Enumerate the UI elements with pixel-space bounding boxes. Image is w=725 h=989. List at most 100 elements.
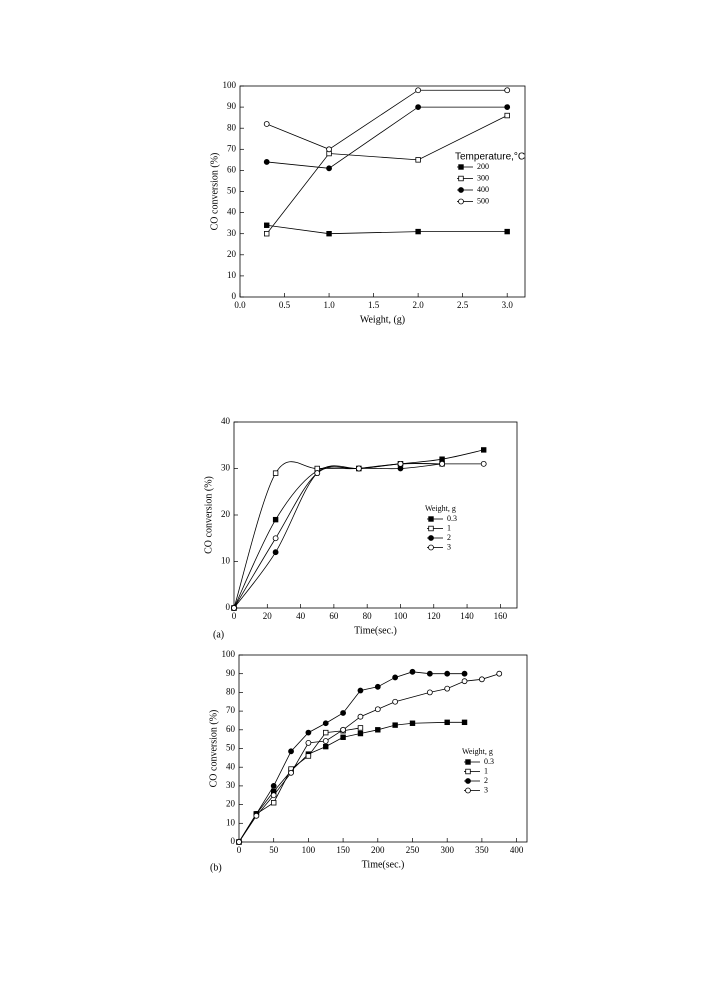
- marker: [340, 710, 346, 716]
- marker: [355, 465, 362, 472]
- y-tick-label: 80: [226, 686, 236, 696]
- series-line: [233, 461, 443, 609]
- marker: [263, 159, 270, 165]
- marker: [326, 230, 332, 237]
- marker: [415, 87, 422, 94]
- y-tick-label: 70: [226, 705, 236, 715]
- marker: [428, 516, 434, 522]
- marker: [270, 800, 277, 806]
- x-tick-label: 2.0: [413, 300, 425, 310]
- marker: [264, 222, 270, 228]
- marker: [357, 730, 364, 737]
- marker: [340, 734, 346, 740]
- marker: [465, 768, 471, 775]
- marker: [357, 725, 364, 731]
- y-tick-label: 20: [227, 249, 237, 259]
- legend-label: 500: [477, 196, 489, 205]
- x-tick-label: 140: [460, 611, 474, 621]
- legend-label: 400: [477, 185, 489, 194]
- marker: [270, 783, 277, 789]
- x-tick-label: 250: [406, 845, 420, 855]
- legend-label: 0.3: [484, 757, 494, 766]
- chart: 0 20 40 60 80 100 120 140 160 0 10 20 30 40 Time(sec.)…: [203, 416, 518, 640]
- marker: [322, 738, 329, 744]
- y-axis-label: CO conversion (%): [208, 710, 219, 788]
- marker: [415, 157, 421, 163]
- marker: [326, 146, 332, 153]
- marker: [480, 460, 487, 467]
- marker: [444, 685, 451, 692]
- x-tick-label: 2.5: [457, 300, 469, 310]
- series-line: [266, 106, 508, 169]
- marker: [272, 535, 279, 542]
- y-tick-label: 10: [227, 270, 237, 280]
- marker: [504, 228, 510, 235]
- marker: [288, 748, 294, 755]
- x-tick-label: 100: [302, 845, 316, 855]
- y-tick-label: 20: [226, 799, 236, 809]
- x-tick-label: 350: [475, 845, 489, 855]
- series-line: [233, 463, 443, 609]
- y-tick-label: 40: [226, 761, 236, 771]
- series-line: [238, 721, 465, 843]
- marker: [439, 456, 445, 462]
- x-tick-label: 150: [336, 845, 350, 855]
- marker: [357, 687, 364, 694]
- legend-label: 200: [477, 162, 489, 171]
- marker: [305, 739, 312, 746]
- y-tick-label: 90: [226, 668, 236, 678]
- y-tick-label: 30: [221, 463, 231, 473]
- marker: [504, 112, 510, 119]
- marker: [461, 719, 468, 726]
- marker: [374, 706, 381, 713]
- marker: [314, 470, 321, 477]
- marker: [375, 727, 381, 733]
- x-tick-label: 3.0: [502, 300, 514, 310]
- y-tick-label: 80: [227, 122, 237, 132]
- legend-label: 0.3: [447, 514, 457, 523]
- marker: [426, 689, 433, 696]
- marker: [236, 839, 242, 845]
- marker: [392, 722, 398, 728]
- x-tick-label: 160: [494, 611, 508, 621]
- marker: [272, 470, 279, 476]
- marker: [322, 720, 329, 727]
- y-tick-label: 50: [227, 186, 237, 196]
- legend-label: 300: [477, 173, 489, 182]
- marker: [465, 759, 471, 765]
- marker: [272, 549, 279, 556]
- marker: [458, 198, 464, 205]
- marker: [397, 460, 404, 467]
- marker: [504, 104, 511, 110]
- marker: [458, 164, 464, 170]
- marker: [253, 812, 260, 819]
- legend-title: Weight, g: [462, 747, 493, 756]
- x-tick-label: 1.0: [323, 300, 335, 310]
- legend-label: 1: [447, 523, 451, 532]
- y-tick-label: 0: [226, 602, 231, 612]
- chart: 0.0 0.5 1.0 1.5 2.0 2.5 3.0 0 10 20 30 40 50 60 70 80 90…: [209, 80, 526, 325]
- y-tick-label: 30: [226, 780, 236, 790]
- y-axis-label: CO conversion (%): [203, 476, 214, 554]
- marker: [428, 544, 434, 551]
- marker: [263, 121, 270, 127]
- marker: [340, 726, 346, 733]
- series-line: [266, 224, 508, 235]
- y-tick-label: 20: [221, 509, 231, 519]
- x-axis-label: Weight, (g): [360, 314, 405, 325]
- y-tick-label: 0: [232, 291, 237, 301]
- y-tick-label: 40: [227, 207, 237, 217]
- x-tick-label: 100: [394, 611, 408, 621]
- marker: [458, 175, 464, 182]
- marker: [458, 187, 464, 193]
- marker: [461, 670, 468, 677]
- chart: 0 50 100 150 200 250 300 350 400 0 10 20 30 40 50 60 70 8…: [208, 649, 528, 873]
- y-tick-label: 70: [227, 143, 237, 153]
- marker: [374, 683, 381, 690]
- legend-label: 2: [484, 776, 488, 785]
- y-tick-label: 50: [226, 743, 236, 753]
- marker: [496, 670, 503, 677]
- x-tick-label: 0: [232, 611, 237, 621]
- marker: [288, 769, 294, 776]
